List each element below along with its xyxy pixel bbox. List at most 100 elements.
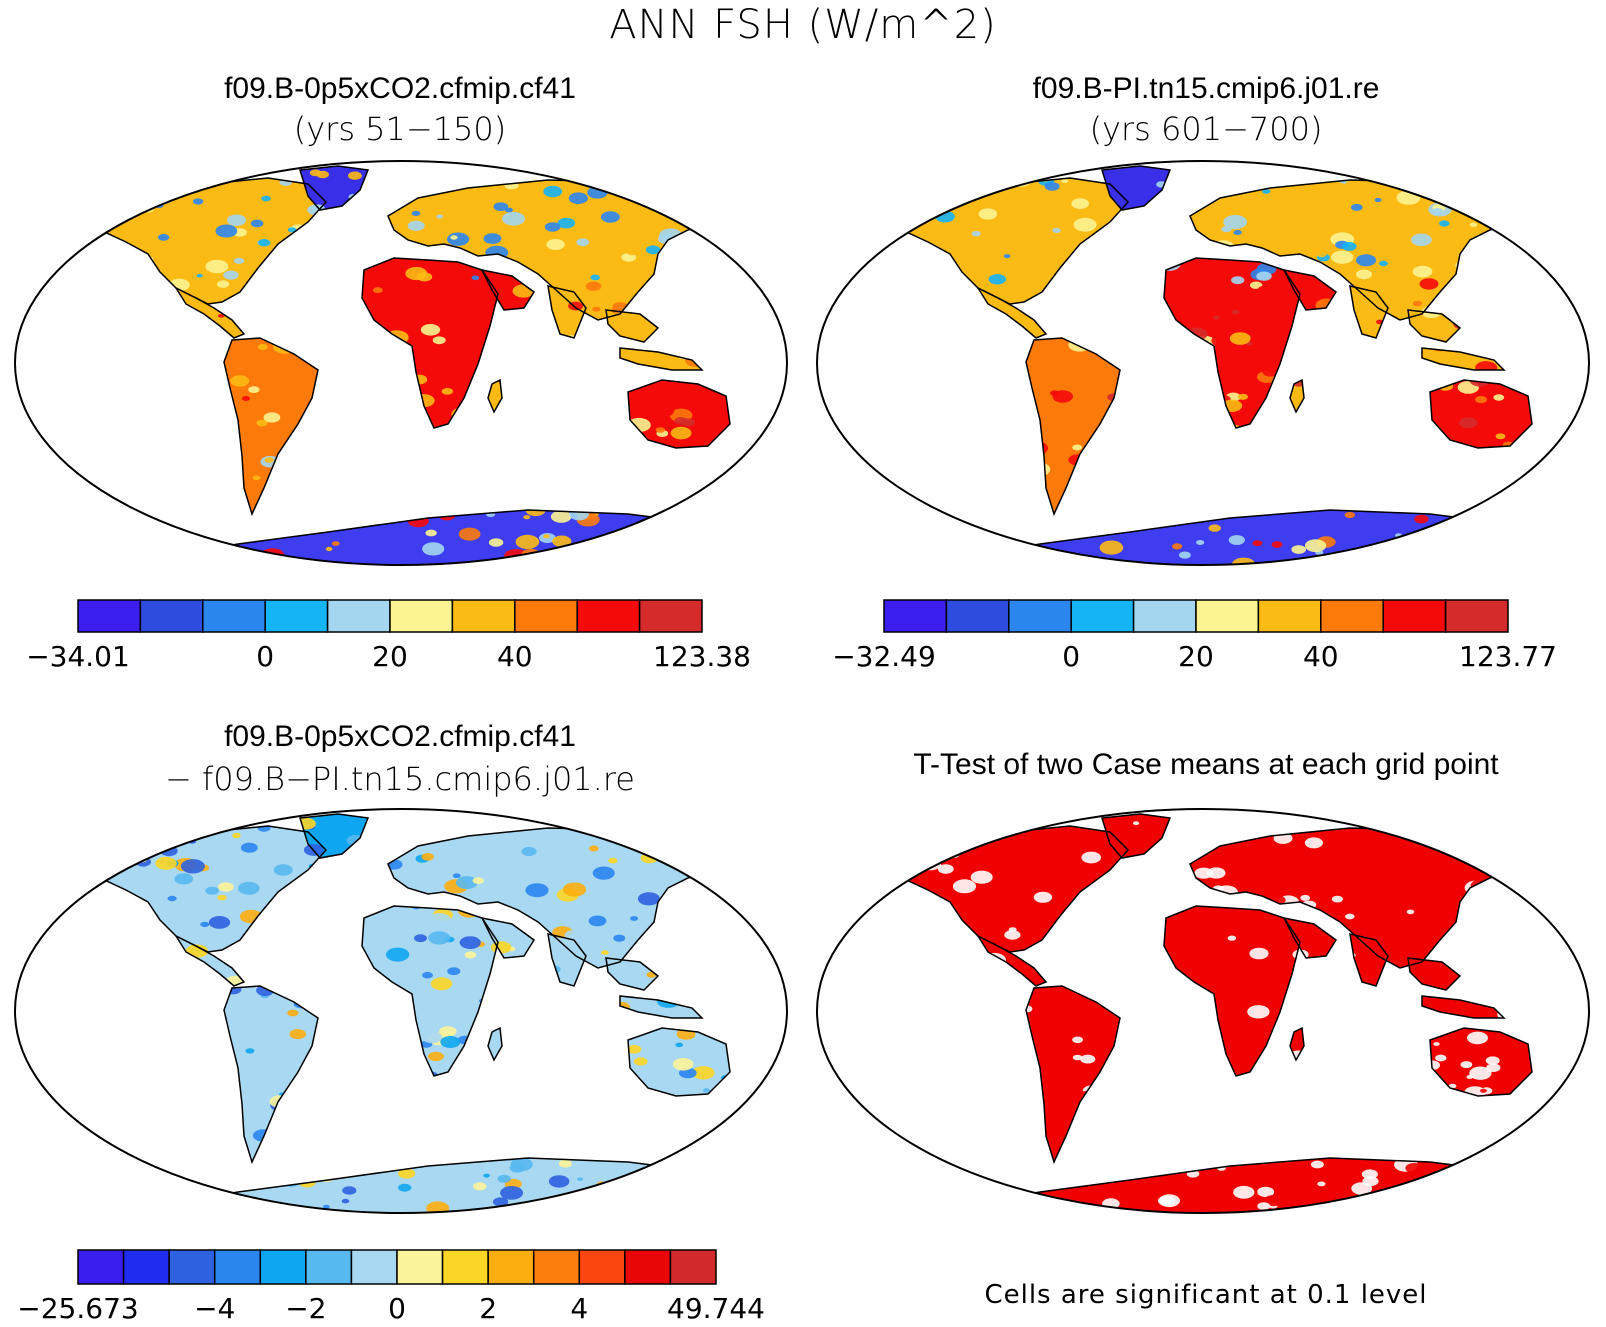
- land-texture-patch: [1257, 285, 1274, 296]
- land-texture-patch: [750, 1196, 770, 1208]
- colorbar-tick-label: 123.77: [1459, 640, 1557, 673]
- land-texture-patch: [1487, 1208, 1494, 1213]
- land-texture-patch: [1412, 184, 1427, 193]
- land-texture-patch: [687, 1182, 712, 1197]
- coastline-india: [547, 285, 587, 339]
- land-texture-patch: [1213, 222, 1221, 227]
- land-texture-patch: [568, 192, 588, 204]
- land-texture-patch: [634, 1187, 645, 1194]
- land-texture-patch: [503, 883, 510, 888]
- land-texture-patch: [965, 527, 975, 534]
- land-texture-patch: [1243, 975, 1259, 985]
- land-texture-patch: [1071, 198, 1090, 209]
- land-texture-patch: [1409, 552, 1422, 560]
- land-texture-patch: [242, 863, 260, 875]
- land-texture-patch: [39, 1198, 62, 1212]
- land-texture-patch: [1448, 836, 1469, 849]
- land-texture-patch: [212, 197, 229, 208]
- land-texture-patch: [1088, 1002, 1100, 1010]
- land-texture-patch: [45, 1128, 54, 1134]
- colorbar-box: [883, 599, 948, 633]
- land-texture-patch: [968, 1188, 975, 1193]
- land-texture-patch: [455, 876, 478, 890]
- land-texture-patch: [261, 195, 271, 202]
- land-texture-patch: [452, 873, 461, 878]
- land-texture-patch: [1397, 559, 1411, 565]
- land-texture-patch: [1545, 506, 1546, 517]
- land-texture-patch: [1054, 159, 1061, 163]
- colorbar-box: [77, 599, 142, 633]
- land-texture-patch: [914, 814, 926, 818]
- land-texture-patch: [562, 882, 587, 897]
- land-texture-patch: [1582, 495, 1600, 506]
- land-texture-patch: [720, 546, 736, 556]
- land-texture-patch: [1411, 233, 1432, 247]
- land-texture-patch: [145, 547, 155, 554]
- land-texture-patch: [196, 273, 203, 278]
- land-texture-patch: [776, 827, 791, 836]
- land-texture-patch: [60, 547, 78, 558]
- land-texture-patch: [7, 177, 29, 190]
- land-texture-patch: [287, 1009, 299, 1017]
- land-texture-patch: [1495, 832, 1502, 837]
- land-texture-patch: [467, 297, 477, 304]
- land-texture-patch: [505, 188, 520, 197]
- land-texture-patch: [23, 550, 43, 562]
- land-texture-patch: [1033, 876, 1056, 890]
- land-texture-patch: [421, 853, 435, 861]
- land-texture-patch: [1224, 963, 1240, 973]
- land-texture-patch: [135, 166, 153, 171]
- land-texture-patch: [428, 931, 451, 945]
- land-texture-patch: [1525, 502, 1538, 511]
- colorbar-box: [77, 1249, 125, 1285]
- land-texture-patch: [472, 877, 484, 884]
- land-texture-patch: [256, 419, 268, 427]
- land-texture-patch: [1568, 1195, 1576, 1200]
- land-texture-patch: [934, 885, 957, 899]
- land-texture-patch: [411, 210, 421, 216]
- land-texture-patch: [878, 514, 891, 522]
- panel3-subtitle: − f09.B−PI.tn15.cmip6.j01.re: [165, 760, 635, 798]
- coastline-indonesia: [1421, 995, 1506, 1019]
- land-texture-patch: [822, 923, 833, 930]
- land-texture-patch: [807, 276, 822, 285]
- colorbar-box: [1132, 599, 1197, 633]
- panel3-map: [14, 808, 791, 1214]
- coastline-australia: [1429, 379, 1533, 449]
- land-texture-patch: [1439, 220, 1450, 227]
- land-texture-patch: [1570, 1199, 1587, 1209]
- colorbar-tick-label: 20: [1178, 640, 1214, 673]
- land-texture-patch: [1502, 550, 1510, 555]
- land-texture-patch: [427, 913, 452, 928]
- coastline-southAmerica: [1025, 985, 1121, 1165]
- land-texture-patch: [816, 437, 825, 443]
- land-texture-patch: [1314, 1185, 1338, 1200]
- land-texture-patch: [1406, 909, 1415, 915]
- land-texture-patch: [264, 457, 274, 463]
- coastline-greenland: [299, 813, 370, 859]
- colorbar-box: [168, 1249, 216, 1285]
- land-texture-patch: [718, 1136, 728, 1143]
- land-texture-patch: [96, 545, 102, 550]
- land-texture-patch: [515, 534, 540, 549]
- land-texture-patch: [777, 558, 791, 567]
- land-texture-patch: [341, 1198, 350, 1204]
- land-texture-patch: [1249, 947, 1269, 960]
- land-texture-patch: [799, 212, 822, 226]
- coastline-centralAmerica: [173, 286, 246, 339]
- land-texture-patch: [655, 427, 666, 433]
- land-texture-patch: [167, 895, 177, 902]
- land-texture-patch: [610, 1182, 628, 1193]
- land-texture-patch: [238, 401, 257, 413]
- panel4-title: T-Test of two Case means at each grid po…: [913, 748, 1499, 781]
- land-texture-patch: [1233, 230, 1242, 235]
- land-texture-patch: [1212, 278, 1228, 287]
- land-texture-patch: [900, 166, 915, 174]
- coastline-centralAmerica: [173, 934, 246, 987]
- land-texture-patch: [398, 1183, 412, 1192]
- land-texture-patch: [978, 548, 990, 555]
- land-texture-patch: [539, 814, 562, 821]
- land-texture-patch: [914, 809, 922, 814]
- land-texture-patch: [171, 923, 194, 937]
- land-texture-patch: [1237, 989, 1247, 996]
